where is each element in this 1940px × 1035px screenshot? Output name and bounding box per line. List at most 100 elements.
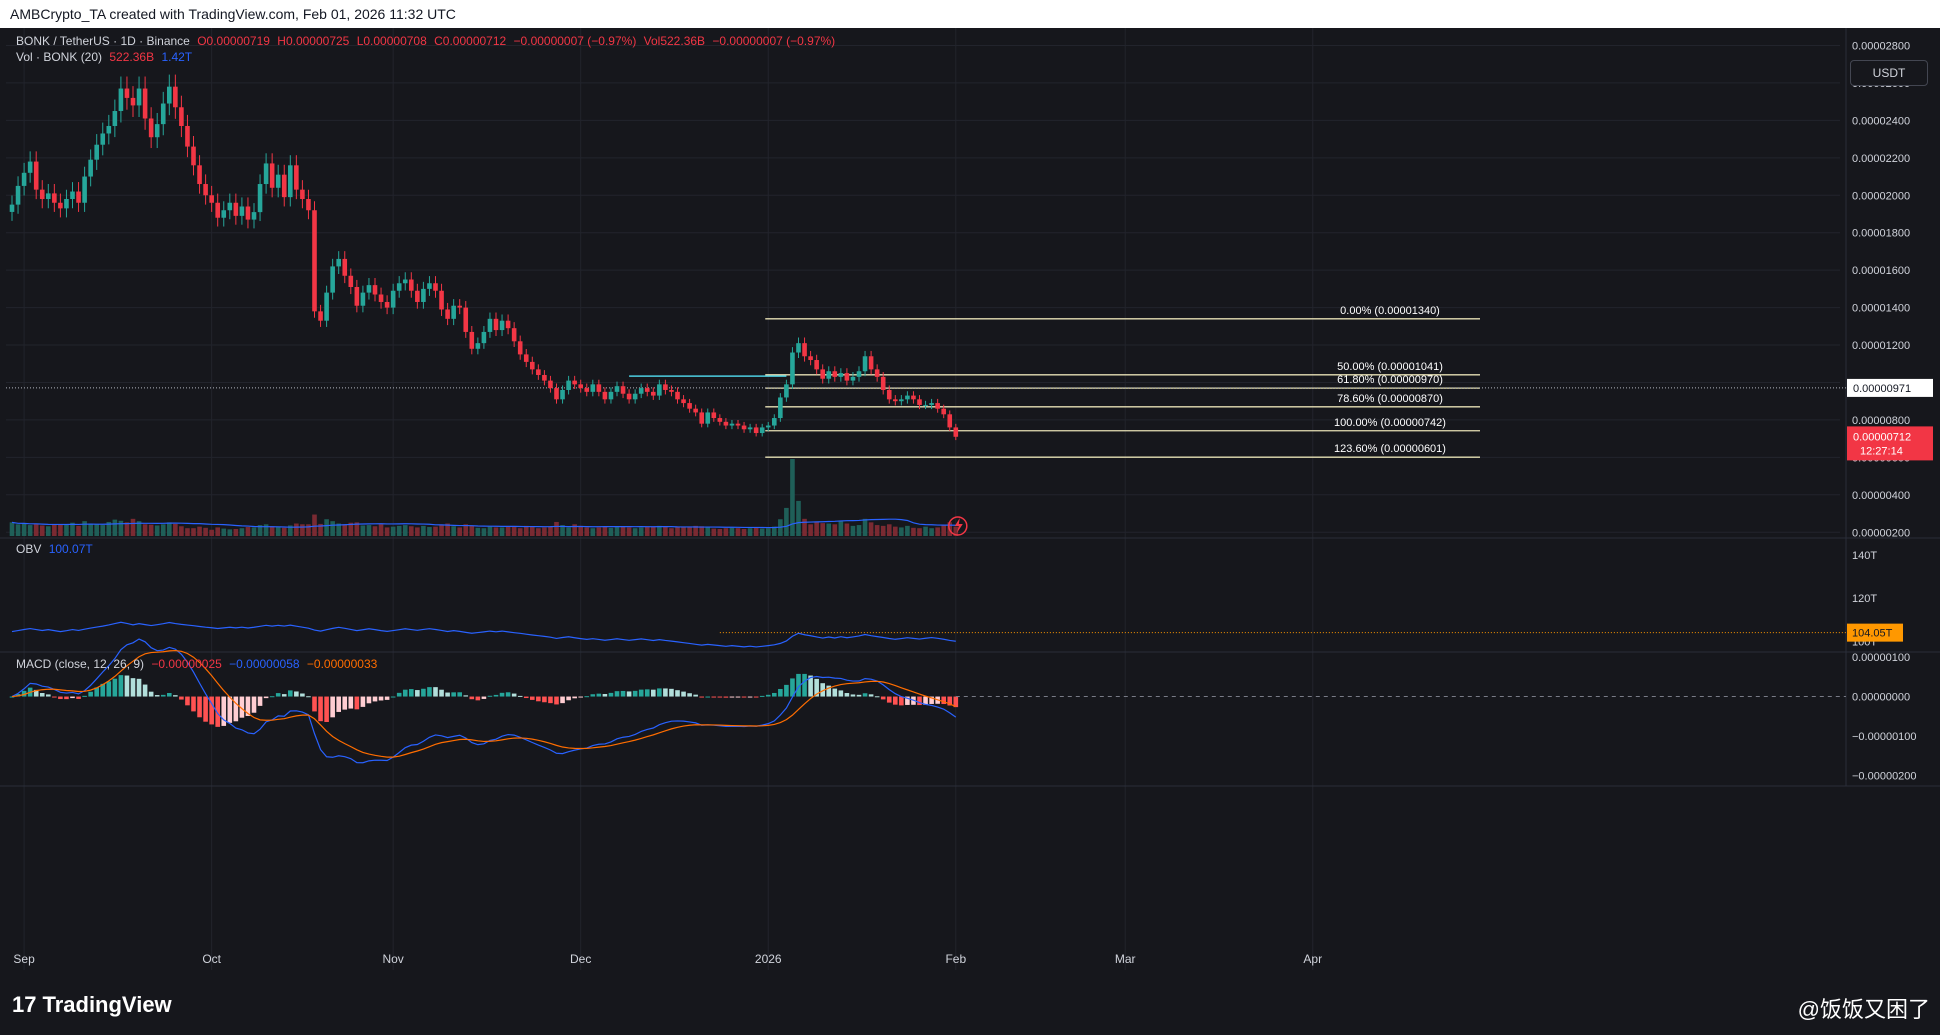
candle-body <box>160 103 166 125</box>
price-tick-label: 0.00000400 <box>1852 490 1910 502</box>
macd-histogram-bar <box>445 692 450 697</box>
candle-body <box>560 389 565 400</box>
candle-body <box>360 292 366 306</box>
macd-histogram-bar <box>856 694 862 697</box>
volume-bar <box>251 527 257 536</box>
volume-bar <box>717 528 723 536</box>
candle-body <box>263 163 269 185</box>
macd-histogram-bar <box>106 681 112 697</box>
volume-bar <box>415 527 420 536</box>
symbol-legend[interactable]: BONK / TetherUS · 1D · Binance O0.000007… <box>16 34 839 48</box>
macd-histogram-bar <box>741 696 747 698</box>
fib-retracement[interactable]: 0.00% (0.00001340) 50.00% (0.00001041)61.… <box>6 305 1846 458</box>
volume-bar <box>832 524 838 536</box>
candle-body <box>735 423 741 426</box>
volume-bar <box>687 527 692 536</box>
chart-area[interactable]: 0.00% (0.00001340) 50.00% (0.00001041) 61.… <box>0 28 1940 978</box>
obv-legend[interactable]: OBV 100.07T <box>16 542 97 556</box>
macd-histogram-bar <box>402 689 408 697</box>
candle-body <box>844 373 850 381</box>
volume-bar <box>136 521 142 536</box>
volume-bar <box>209 529 214 536</box>
obv-label[interactable]: OBV <box>16 542 42 556</box>
volume-bar <box>941 525 946 536</box>
volume-bar <box>741 528 747 536</box>
alert-bolt-icon[interactable] <box>948 516 968 536</box>
macd-histogram-bar <box>348 696 354 709</box>
macd-histogram-bar <box>687 693 692 697</box>
macd-histogram-bar <box>390 696 396 698</box>
volume-bar <box>439 525 444 536</box>
currency-selector[interactable]: USDT <box>1850 60 1928 86</box>
candle-body <box>118 88 124 112</box>
candle-body <box>644 388 650 392</box>
macd-histogram-bar <box>657 688 662 697</box>
macd-histogram-bar <box>300 693 305 697</box>
volume-bar <box>759 528 765 536</box>
volume-bar <box>826 523 832 536</box>
macd-histogram-bar <box>185 696 190 706</box>
candle-body <box>675 391 680 400</box>
candle-body <box>493 318 499 331</box>
macd-histogram-bar <box>681 691 686 697</box>
volume-bar <box>899 527 904 536</box>
volume-bar <box>324 519 329 536</box>
volume-bar <box>663 526 668 536</box>
candle-body <box>148 118 154 138</box>
macd-histogram-bar <box>281 694 287 697</box>
macd-histogram-bar <box>239 696 245 718</box>
volume-bar <box>693 525 698 536</box>
candle-body <box>457 305 462 308</box>
macd-legend[interactable]: MACD (close, 12, 26, 9) −0.00000025 −0.0… <box>16 657 381 671</box>
price-tick-label: 0.00001600 <box>1852 265 1910 277</box>
candle-body <box>179 107 184 126</box>
candle-body <box>790 352 795 385</box>
volume-bar <box>179 526 184 536</box>
volume-bar <box>929 528 934 536</box>
candle-body <box>463 307 469 332</box>
symbol-name[interactable]: BONK / TetherUS · 1D · Binance <box>16 34 190 48</box>
candle-body <box>306 199 311 211</box>
candle-body <box>300 189 305 200</box>
macd-histogram-bar <box>288 690 293 697</box>
volume-value: Vol522.36B <box>643 34 706 48</box>
volume-bar <box>602 526 608 536</box>
price-chart[interactable]: 0.00% (0.00001340) 50.00% (0.00001041)61.… <box>0 28 1940 978</box>
candle-body <box>929 403 934 405</box>
volume-bar <box>578 525 583 536</box>
volume-bar <box>632 528 638 536</box>
volume-label[interactable]: Vol · BONK (20) <box>16 50 103 64</box>
candle-body <box>596 384 602 392</box>
macd-histogram-bar <box>9 696 15 698</box>
macd-histogram-bar <box>941 696 946 705</box>
tradingview-logo[interactable]: 17 TradingView <box>12 992 172 1018</box>
macd-histogram-bar <box>886 696 892 703</box>
volume-bar <box>21 523 27 536</box>
crosshair-price-box <box>1847 378 1933 397</box>
price-tick-label: 0.00002000 <box>1852 190 1910 202</box>
candle-body <box>699 412 704 424</box>
volume-ma-line <box>11 518 956 529</box>
volume-bar <box>173 523 178 536</box>
macd-histogram-bar <box>142 684 148 697</box>
volume-bar <box>118 520 124 536</box>
candle-body <box>499 320 505 331</box>
axis-labels: 0.000028000.000026000.000024000.00002200… <box>13 40 1933 966</box>
candles[interactable] <box>9 74 959 441</box>
macd-histogram-bar <box>457 692 462 697</box>
macd-histogram-bar <box>632 690 638 697</box>
volume-legend[interactable]: Vol · BONK (20) 522.36B 1.42T <box>16 50 196 64</box>
macd-histogram-bar <box>899 696 904 706</box>
volume-bar <box>269 526 275 536</box>
macd-histogram-bar <box>826 685 832 697</box>
volume-bar <box>88 523 93 536</box>
macd-histogram-bar <box>663 688 668 697</box>
macd-label[interactable]: MACD (close, 12, 26, 9) <box>16 657 145 671</box>
fib-level-label: 61.80% (0.00000970) <box>1337 374 1443 386</box>
volume-bar <box>554 521 559 536</box>
macd-histogram-bar <box>784 684 789 697</box>
macd-value-3: −0.00000033 <box>306 657 378 671</box>
candle-body <box>729 423 735 426</box>
macd-histogram-bar <box>808 675 813 697</box>
macd-histogram-bar <box>251 696 257 713</box>
